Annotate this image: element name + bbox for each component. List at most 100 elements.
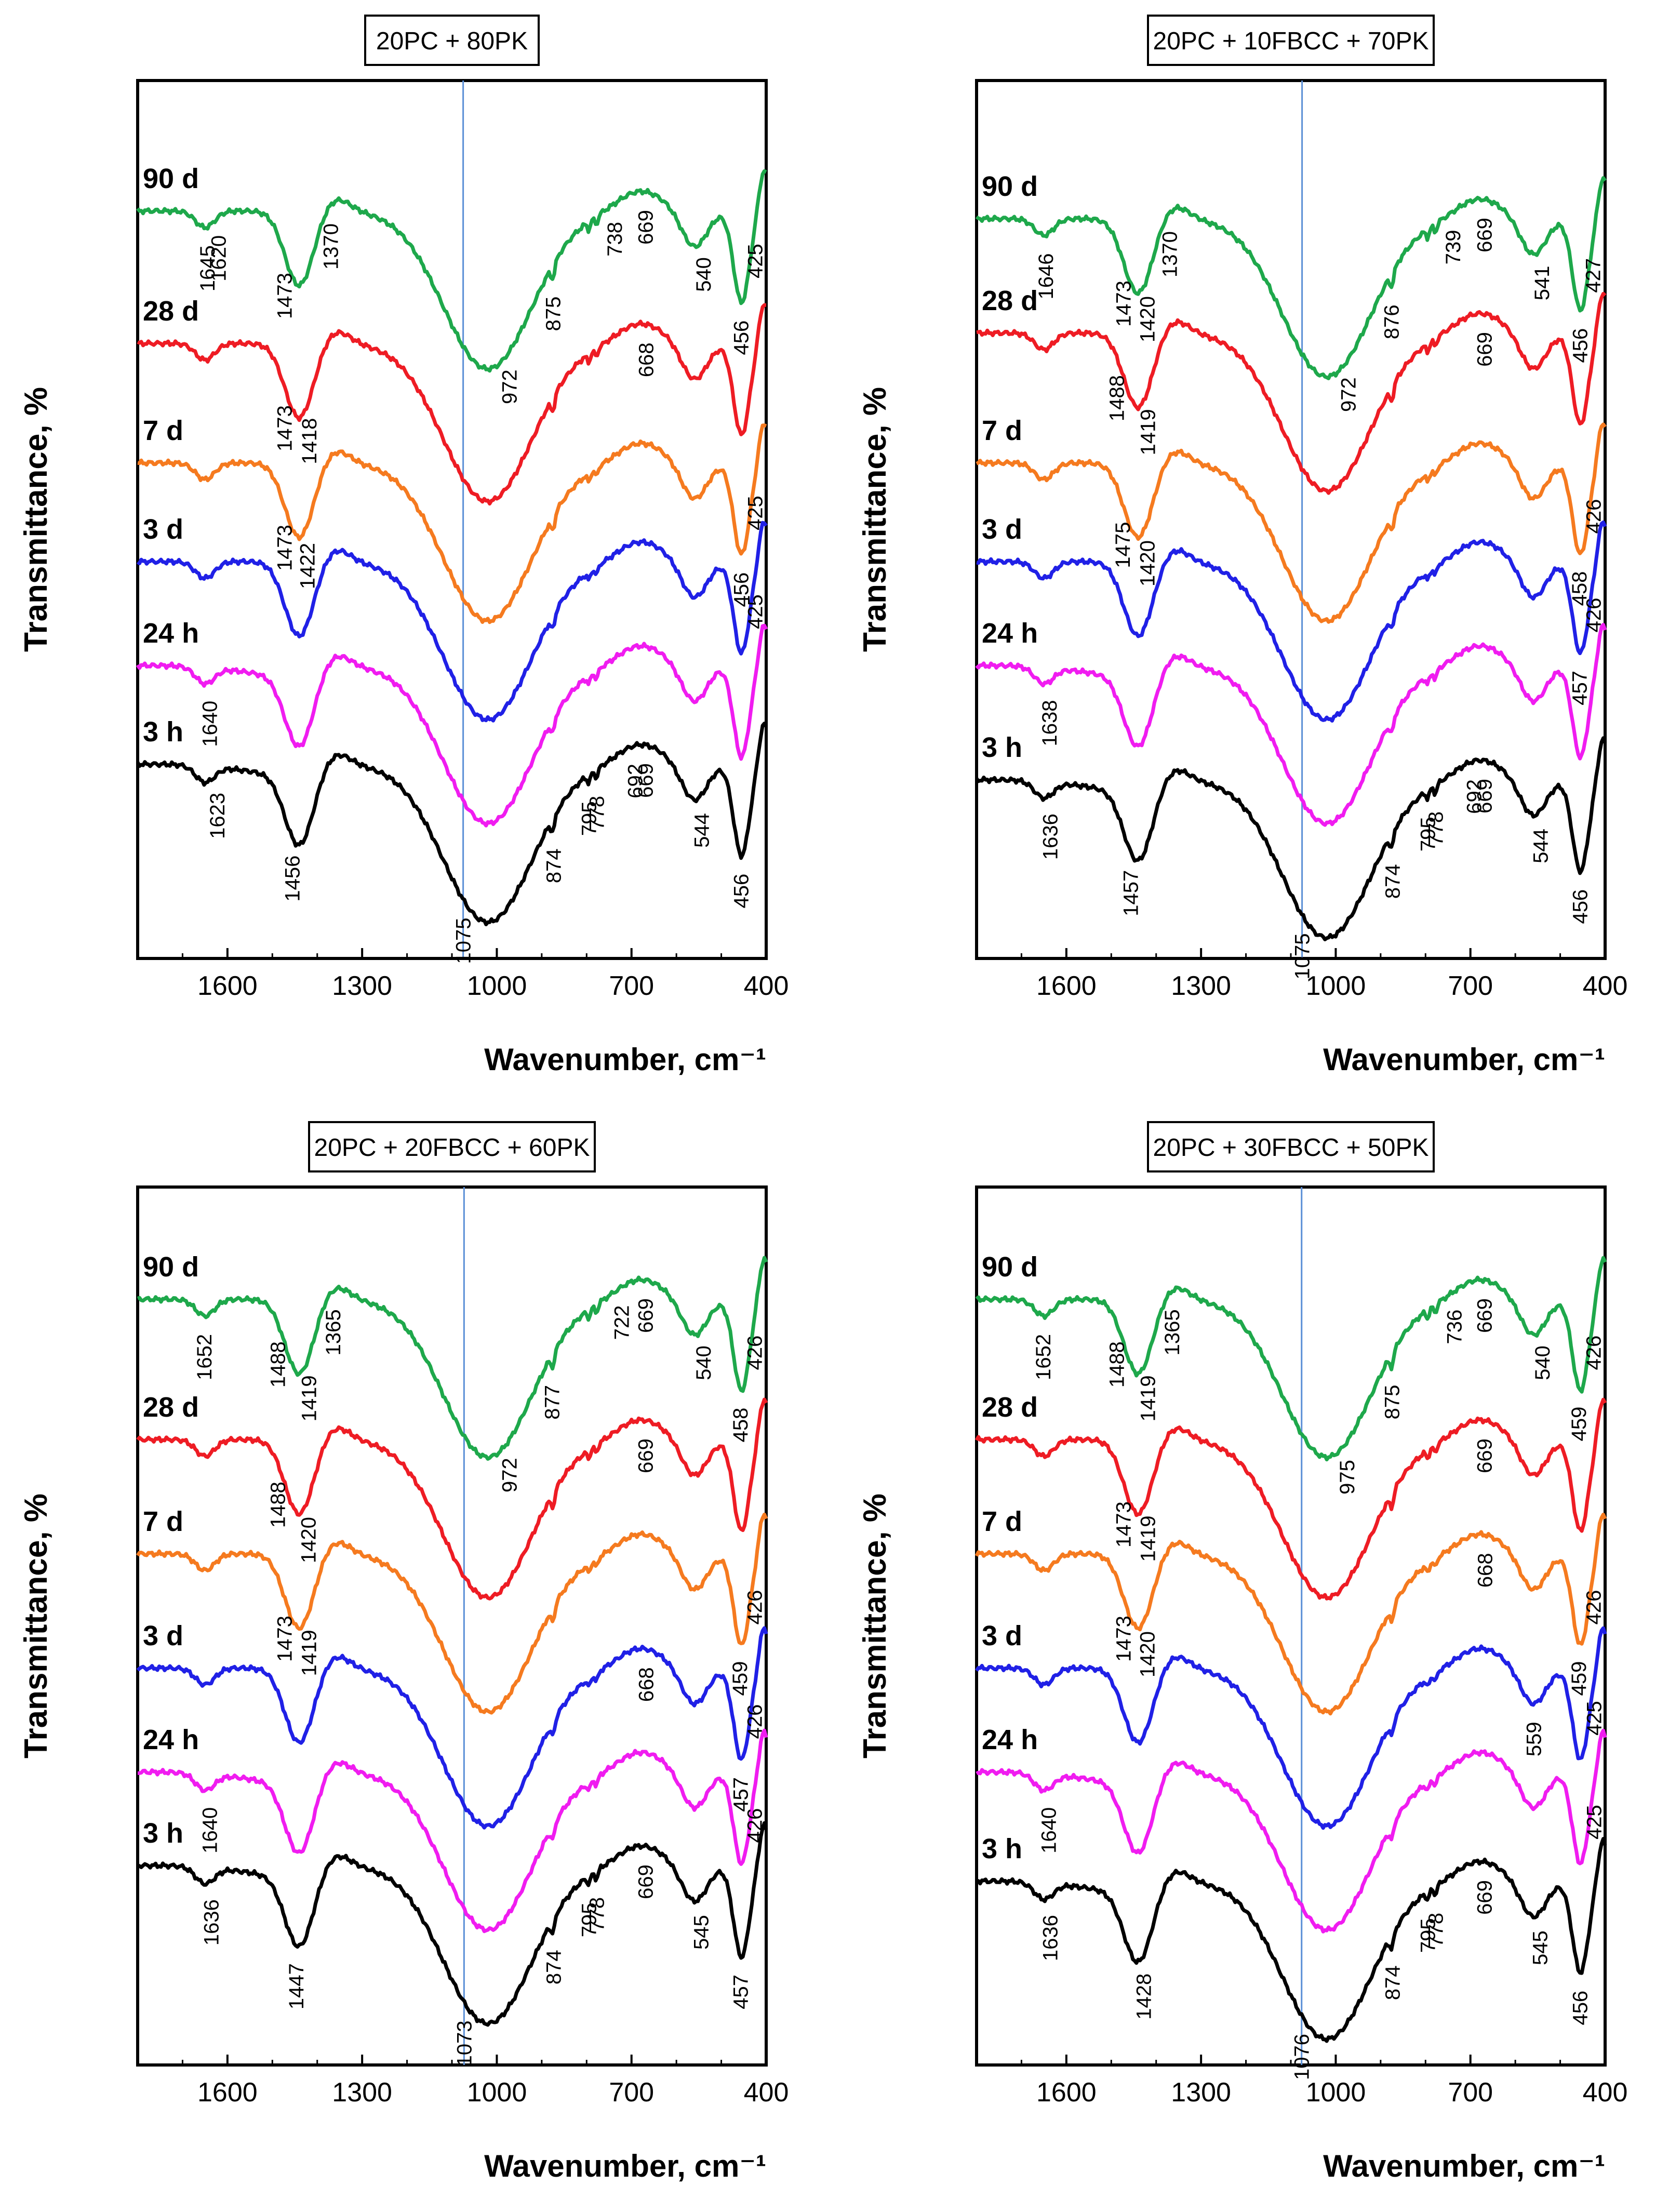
band-label: 692 (624, 764, 647, 798)
band-label: 874 (542, 1950, 565, 1984)
series-line-7d (976, 422, 1607, 624)
series-name: 3 h (143, 716, 183, 748)
band-label: 456 (730, 874, 753, 909)
band-label: 1645 (196, 245, 219, 291)
plot-frame (975, 1185, 1607, 2067)
x-tick-label: 400 (744, 971, 789, 1001)
band-label: 1488 (1106, 1341, 1129, 1388)
series-name: 24 h (982, 1724, 1038, 1755)
band-label: 972 (499, 1458, 522, 1493)
series-name: 28 d (982, 285, 1038, 316)
title-frame (1147, 1121, 1435, 1172)
band-label: 972 (1338, 377, 1360, 412)
band-label: 1652 (193, 1334, 216, 1380)
band-label: 1075 (1291, 934, 1314, 980)
series-name: 7 d (982, 415, 1022, 446)
band-label: 458 (729, 1408, 752, 1443)
band-label: 778 (1424, 1913, 1447, 1948)
series-line-3d (976, 520, 1607, 723)
band-label: 669 (1474, 779, 1497, 814)
band-label: 669 (1474, 1298, 1497, 1333)
band-label: 1488 (267, 1341, 290, 1388)
series-name: 90 d (982, 1251, 1038, 1283)
x-tick-label: 400 (744, 2077, 789, 2108)
band-label: 540 (1531, 1345, 1554, 1380)
band-label: 669 (1474, 1438, 1497, 1473)
band-label: 1473 (1113, 281, 1136, 327)
band-label: 1420 (1136, 296, 1159, 342)
band-label: 1488 (1106, 375, 1129, 421)
band-label: 778 (1424, 811, 1447, 846)
band-label: 425 (744, 244, 767, 278)
series-line-28d (976, 291, 1607, 495)
band-label: 975 (1336, 1460, 1359, 1495)
band-label: 1365 (322, 1309, 345, 1355)
band-label: 669 (635, 210, 658, 245)
band-label: 544 (691, 813, 714, 848)
x-tick-label: 700 (609, 971, 654, 1001)
band-label: 1475 (1112, 522, 1134, 568)
series-name: 90 d (982, 171, 1038, 202)
series-line-24h (976, 1728, 1607, 1934)
series-line-28d (974, 1397, 1607, 1601)
band-label: 795 (1417, 1918, 1440, 1953)
band-label: 1422 (297, 543, 319, 589)
band-label: 1638 (1038, 700, 1061, 747)
series-line-3d (975, 1626, 1607, 1830)
band-label: 875 (542, 297, 565, 331)
band-label: 669 (635, 1438, 658, 1473)
band-label: 669 (635, 1864, 658, 1899)
series-line-90d (975, 1256, 1607, 1462)
band-label: 739 (1442, 230, 1465, 265)
x-tick-label: 1300 (332, 2077, 392, 2108)
series-name: 90 d (143, 163, 199, 194)
band-label: 1428 (1133, 1974, 1156, 2020)
x-tick-label: 1300 (1171, 971, 1231, 1001)
band-label: 1636 (1039, 1915, 1062, 1961)
y-axis-title: Transmittance, % (857, 387, 893, 652)
plot-frame (975, 79, 1607, 960)
band-label: 1652 (1032, 1334, 1055, 1380)
band-label: 540 (692, 257, 715, 292)
band-label: 1473 (274, 405, 297, 451)
title-frame (1147, 15, 1435, 66)
series-line-90d (136, 169, 767, 373)
band-label: 1640 (1037, 1807, 1060, 1854)
y-axis-title: Transmittance, % (857, 1494, 893, 1758)
series-name: 7 d (143, 415, 183, 446)
series-line-7d (136, 1512, 768, 1715)
band-label: 425 (744, 594, 767, 629)
band-label: 459 (1568, 1407, 1591, 1442)
band-label: 669 (635, 1298, 658, 1333)
band-label: 425 (1583, 1805, 1606, 1840)
x-tick-label: 1300 (1171, 2077, 1231, 2108)
series-line-24h (975, 623, 1607, 827)
band-label: 1620 (208, 235, 231, 282)
band-label: 456 (1569, 1991, 1592, 2026)
band-label: 459 (1568, 1661, 1591, 1696)
x-tick-label: 1600 (197, 2077, 258, 2108)
band-label: 669 (1474, 218, 1497, 252)
series-line-3h (137, 1821, 768, 2027)
band-label: 1636 (201, 1899, 223, 1946)
band-label: 795 (578, 801, 601, 836)
x-tick-label: 700 (1448, 2077, 1493, 2108)
series-line-28d (136, 1397, 768, 1601)
band-label: 426 (1583, 1590, 1606, 1625)
series-name: 3 h (982, 1833, 1022, 1864)
x-tick-label: 1600 (1036, 971, 1097, 1001)
band-label: 1419 (1137, 409, 1159, 455)
band-label: 669 (635, 763, 658, 798)
series-line-24h (136, 623, 768, 828)
band-label: 1419 (1137, 1375, 1159, 1421)
x-axis-title: Wavenumber, cm⁻¹ (484, 1042, 766, 1077)
band-label: 669 (1474, 1880, 1497, 1915)
band-label: 1473 (274, 525, 297, 571)
chart-panel-2: 20PC + 10FBCC + 70PK 1600 1300 1000 700 400 Wa… (857, 15, 1627, 1077)
panel-title-box: 20PC + 20FBCC + 60PK (308, 1121, 596, 1172)
x-tick-label: 700 (609, 2077, 654, 2108)
band-label: 795 (578, 1902, 601, 1937)
band-label: 778 (585, 1897, 608, 1932)
x-tick-label: 400 (1583, 2077, 1628, 2108)
band-label: 1073 (453, 2020, 476, 2067)
